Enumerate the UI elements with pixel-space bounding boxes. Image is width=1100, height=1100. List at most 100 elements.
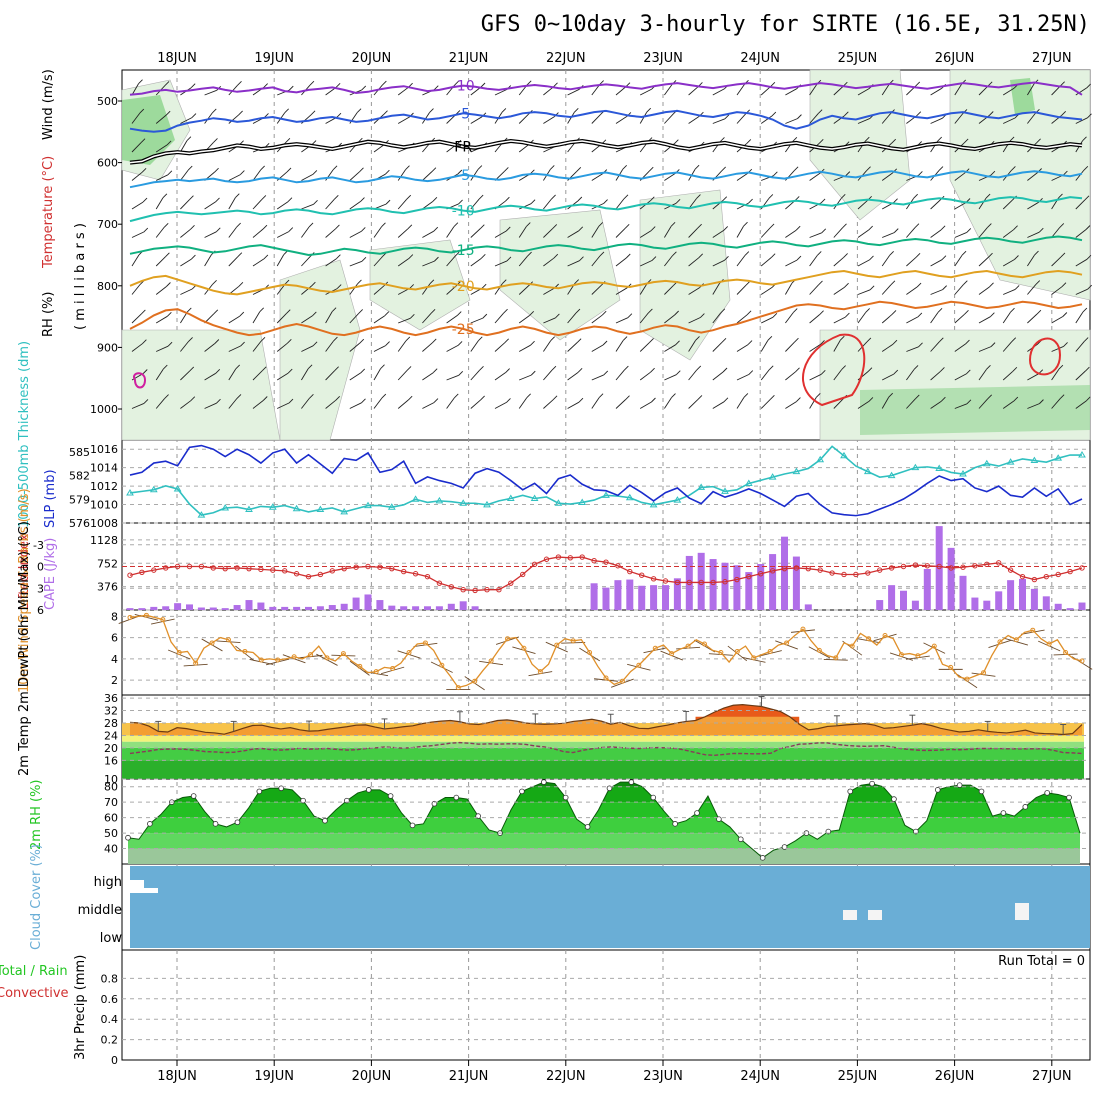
cape-bar	[911, 600, 919, 610]
wind-marker	[488, 658, 494, 664]
li-marker	[412, 571, 419, 577]
wind-barb-flag	[215, 368, 221, 374]
li-marker	[948, 565, 954, 571]
date-label-bottom: 27JUN	[1032, 1069, 1072, 1084]
wind-barb-flag	[553, 82, 558, 88]
wind-barb-flag	[261, 195, 267, 200]
wind-barb-flag	[550, 336, 555, 342]
wind-barb-flag	[670, 222, 676, 227]
wind-barb	[882, 232, 895, 238]
temp-band	[122, 735, 1084, 742]
wind-barb	[809, 284, 819, 295]
wind-barb-flag	[191, 113, 197, 118]
precip-panel: 0.8 0.6 0.4 0.2 0	[101, 972, 1090, 1067]
wind-barb-flag	[1013, 225, 1018, 230]
wind-marker	[685, 643, 691, 649]
wind-barb	[736, 202, 749, 210]
wind-marker	[948, 664, 954, 670]
wind-marker	[816, 647, 822, 653]
wind-barb	[736, 113, 747, 124]
wind-barb	[301, 226, 310, 238]
isotherm-line	[129, 109, 1083, 133]
wind-barb-flag	[213, 138, 218, 143]
wind-barb-flag	[1084, 366, 1090, 372]
wind-barb	[422, 313, 432, 324]
wind-barb	[1075, 370, 1086, 381]
wind-barb	[131, 112, 141, 124]
wind-barb	[591, 113, 602, 124]
rh-marker	[934, 787, 941, 793]
wind-barb	[494, 89, 507, 96]
wind-barb	[954, 343, 966, 352]
wind-marker	[718, 650, 724, 655]
thickness-line-marker	[625, 493, 634, 501]
wind-barb-flag	[794, 196, 800, 201]
rh-marker	[628, 779, 635, 785]
wind-barb	[906, 398, 916, 409]
wind-barb	[785, 341, 795, 352]
wind-barb-flag	[843, 111, 849, 117]
wind-barb-flag	[505, 196, 510, 202]
p3-li-tick: -3	[33, 539, 44, 552]
wind-barb-flag	[479, 224, 485, 229]
thickness-line-marker	[840, 451, 848, 459]
wind-barb-flag	[1038, 227, 1044, 233]
wind-barb	[131, 201, 144, 210]
wind-barb-flag	[914, 223, 920, 229]
date-label-top: 24JUN	[740, 51, 780, 66]
wind-barb	[1027, 112, 1036, 124]
wind-barb	[204, 254, 212, 267]
wind-barb	[833, 227, 843, 238]
wind-barb-flag	[215, 227, 221, 233]
p1-ylabel-wind: Wind (m/s)	[41, 69, 56, 140]
wind-barb-flag	[1009, 136, 1015, 142]
wind-barb	[252, 370, 263, 381]
rh-shading	[499, 209, 621, 341]
wind-barb-flag	[188, 337, 193, 342]
cape-bar	[947, 547, 955, 610]
wind-barb-flag	[820, 340, 825, 345]
wind-barb-flag	[190, 225, 195, 230]
wind-barb	[470, 198, 480, 210]
wind-barb-flag	[772, 312, 778, 318]
wind-barb	[785, 401, 797, 409]
cloud-gap	[130, 880, 144, 890]
wind-barb-flag	[214, 167, 219, 173]
wind-barb	[930, 371, 941, 381]
thickness-line-marker	[768, 473, 777, 480]
cape-bar	[1078, 602, 1086, 610]
wind-marker	[833, 655, 839, 661]
wind-barb-flag	[213, 309, 219, 315]
wind-barb-flag	[624, 223, 630, 229]
wind-barb-flag	[1058, 364, 1064, 370]
wind-barb	[470, 228, 481, 238]
wind-barb	[543, 228, 554, 238]
wind-barb-flag	[913, 193, 918, 199]
p8-ylabel: 3hr Precip (mm)	[73, 955, 88, 1060]
p5-tick: 36	[104, 692, 118, 705]
thickness-line	[129, 445, 1082, 516]
wind-barb	[397, 399, 409, 409]
p2-thickness-tick: 585	[69, 446, 90, 459]
wind-barb-flag	[335, 396, 341, 401]
wind-barb	[615, 369, 625, 381]
wind-barb-flag	[842, 223, 847, 229]
wind-barb-flag	[312, 170, 318, 175]
wind-barb	[349, 313, 359, 324]
wind-barb-flag	[1086, 254, 1092, 260]
li-marker	[781, 565, 788, 572]
wind-barb	[615, 399, 626, 409]
wind-barb	[930, 289, 943, 295]
li-marker	[817, 567, 823, 573]
wind-barb	[736, 84, 745, 96]
wind-barb	[954, 172, 966, 181]
wind-barb	[664, 84, 673, 96]
wind-barb	[785, 312, 794, 324]
wind-barb-flag	[986, 365, 991, 370]
wind-barb	[591, 226, 600, 238]
rh-marker	[847, 788, 854, 795]
cape-bar	[971, 597, 979, 610]
wind-barb-flag	[288, 85, 294, 91]
wind-barb-flag	[405, 336, 411, 342]
thickness-line-marker	[1006, 458, 1015, 465]
